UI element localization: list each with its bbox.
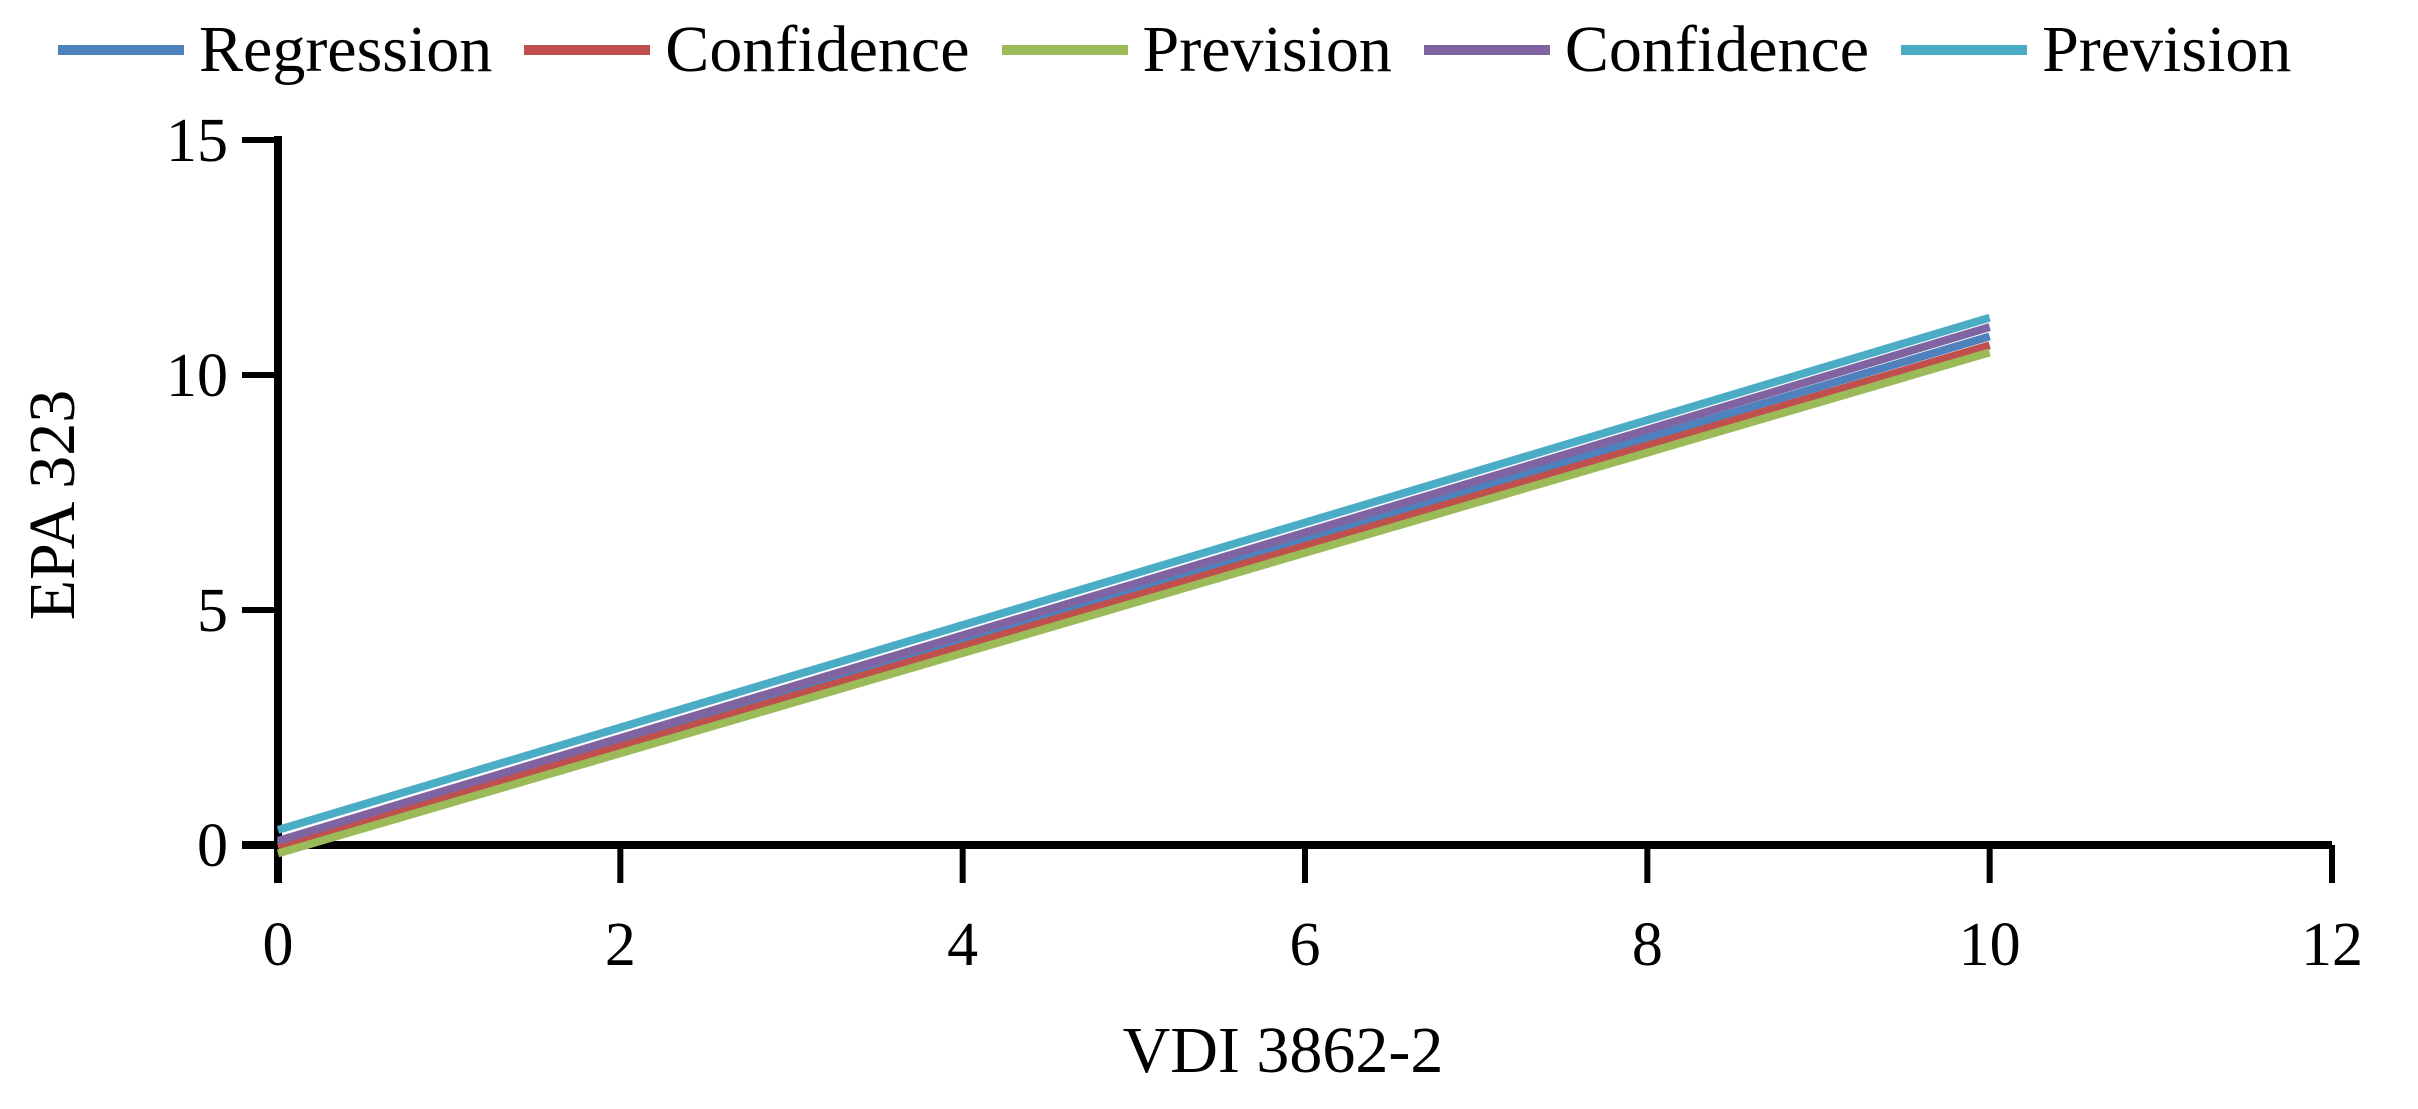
x-tick-label-12: 12 bbox=[2301, 911, 2363, 979]
x-tick-label-4: 4 bbox=[947, 911, 978, 979]
y-axis-title: EPA 323 bbox=[16, 390, 89, 620]
legend-label-2: Prevision bbox=[1142, 13, 1392, 86]
legend: Regression Confidence Prevision Confidence P… bbox=[58, 13, 2410, 87]
series-layer bbox=[276, 313, 1991, 858]
y-tick-label-5: 5 bbox=[197, 577, 228, 645]
legend-item-0-regression: Regression bbox=[58, 13, 493, 87]
x-tick-label-10: 10 bbox=[1959, 911, 2021, 979]
x-tick-label-0: 0 bbox=[263, 911, 294, 979]
x-tick-label-8: 8 bbox=[1632, 911, 1663, 979]
y-tick-label-0: 0 bbox=[197, 812, 228, 880]
legend-line-swatch-2 bbox=[1001, 45, 1128, 56]
legend-line-swatch-3 bbox=[1423, 45, 1550, 56]
y-tick-label-15: 15 bbox=[166, 107, 228, 175]
x-axis-title: VDI 3862-2 bbox=[1123, 1014, 1444, 1087]
axes-layer bbox=[242, 136, 2335, 883]
legend-line-swatch-1 bbox=[524, 45, 651, 56]
legend-item-2-prevision: Prevision bbox=[1001, 13, 1392, 87]
y-tick-label-10: 10 bbox=[166, 342, 228, 410]
legend-label-3: Confidence bbox=[1564, 13, 1870, 86]
series-line-4-prevision bbox=[276, 313, 1991, 834]
legend-item-1-confidence: Confidence bbox=[524, 13, 970, 87]
legend-item-3-confidence: Confidence bbox=[1423, 13, 1870, 87]
x-tick-label-6: 6 bbox=[1290, 911, 1321, 979]
tick-label-layer: 0 5 10 15 0 2 4 6 8 10 12 bbox=[166, 107, 2363, 979]
legend-label-4: Prevision bbox=[2042, 13, 2292, 86]
legend-label-1: Confidence bbox=[665, 13, 970, 86]
series-line-1-confidence bbox=[276, 341, 1991, 851]
legend-line-swatch-4 bbox=[1901, 45, 2028, 56]
series-line-3-confidence bbox=[276, 323, 1991, 845]
legend-label-0: Regression bbox=[199, 13, 493, 86]
legend-line-swatch-0 bbox=[58, 45, 184, 56]
legend-item-4-prevision: Prevision bbox=[1901, 13, 2292, 87]
x-tick-label-2: 2 bbox=[605, 911, 636, 979]
series-line-2-prevision bbox=[276, 348, 1991, 858]
